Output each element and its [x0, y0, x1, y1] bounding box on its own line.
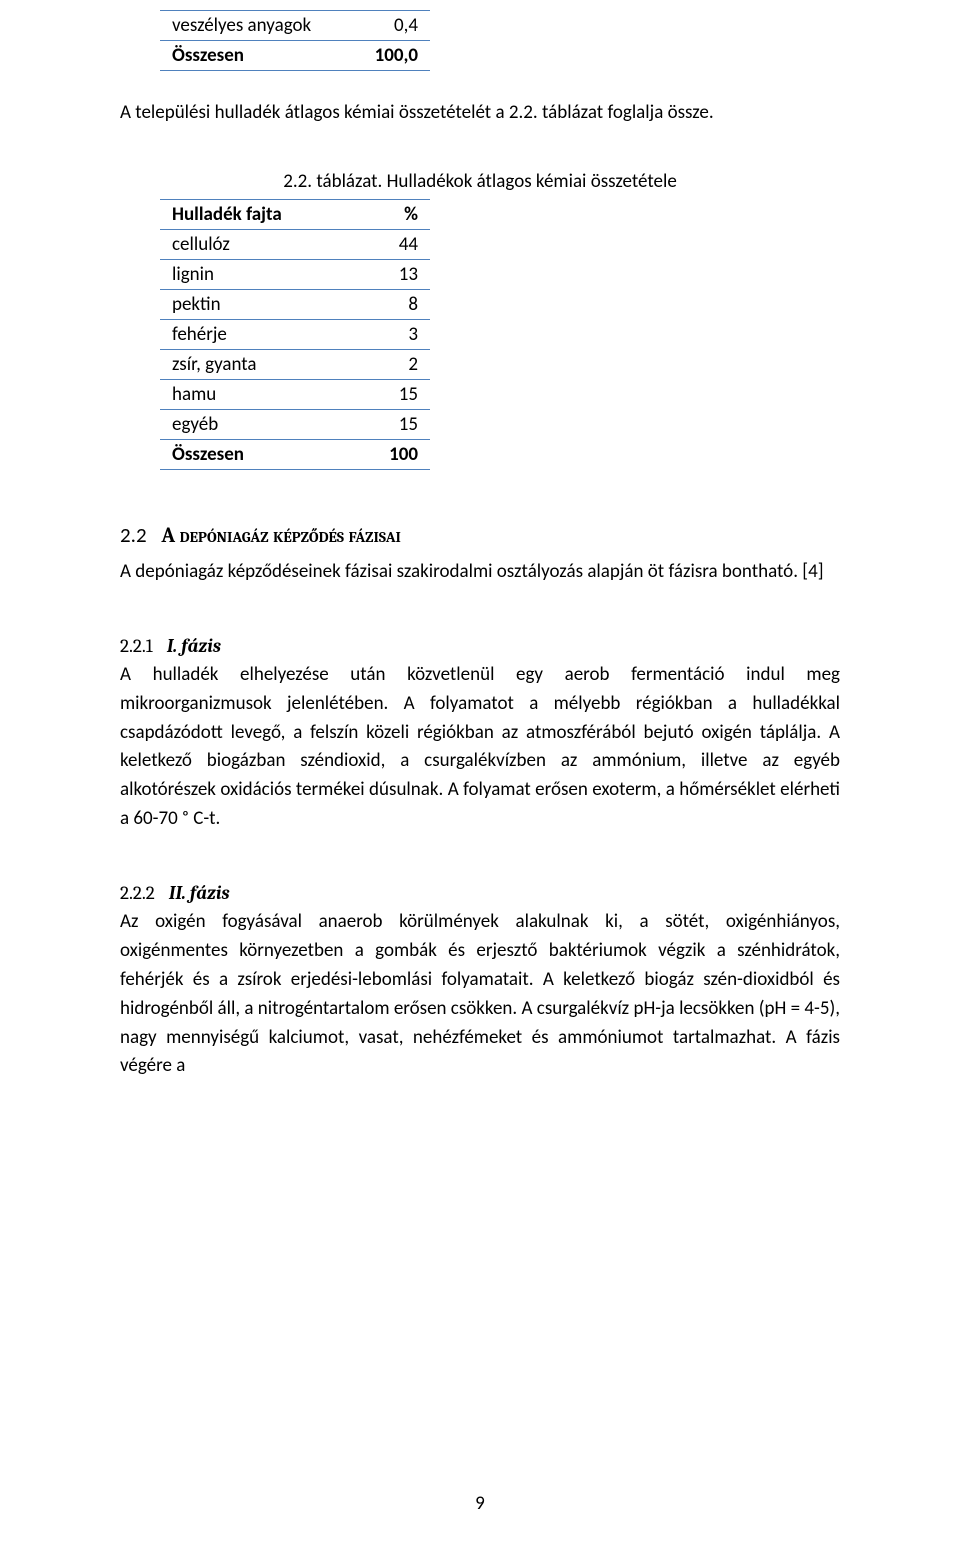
table-cell-label: Összesen: [160, 41, 360, 71]
heading-number: 2.2: [120, 522, 147, 548]
table-cell-label: cellulóz: [160, 229, 360, 259]
table-cell-value: 15: [360, 379, 430, 409]
table-cell-value: 44: [360, 229, 430, 259]
table-cell-value: 100: [360, 439, 430, 469]
table-cell-label: zsír, gyanta: [160, 349, 360, 379]
table2-caption: 2.2. táblázat. Hulladékok átlagos kémiai…: [120, 170, 840, 193]
table-row: hamu15: [160, 379, 430, 409]
table-cell-value: 2: [360, 349, 430, 379]
table-cell-value: 15: [360, 409, 430, 439]
table-row: cellulóz44: [160, 229, 430, 259]
table2-header-label: Hulladék fajta: [160, 199, 360, 229]
heading-2-2-2: 2.2.2 II. fázis: [120, 882, 840, 904]
table-row: pektin8: [160, 289, 430, 319]
table-cell-value: 0,4: [360, 11, 430, 41]
table-row: Összesen100: [160, 439, 430, 469]
table-row: fehérje3: [160, 319, 430, 349]
table-row: egyéb15: [160, 409, 430, 439]
table-cell-label: Összesen: [160, 439, 360, 469]
table-row: lignin13: [160, 259, 430, 289]
table-cell-label: lignin: [160, 259, 360, 289]
table-cell-label: pektin: [160, 289, 360, 319]
table-row: Összesen100,0: [160, 41, 430, 71]
table-cell-label: hamu: [160, 379, 360, 409]
heading-title: II. fázis: [169, 882, 230, 904]
table-fragment-top: veszélyes anyagok0,4Összesen100,0: [160, 10, 430, 71]
table-cell-value: 3: [360, 319, 430, 349]
heading-title: I. fázis: [167, 635, 221, 657]
table2-header-value: %: [360, 199, 430, 229]
table-cell-label: egyéb: [160, 409, 360, 439]
page-number: 9: [0, 1492, 960, 1515]
heading-2-2: 2.2 A depóniagáz képződés fázisai: [120, 522, 840, 548]
table-cell-label: veszélyes anyagok: [160, 11, 360, 41]
table-cell-value: 8: [360, 289, 430, 319]
section-2-2-2-body: Az oxigén fogyásával anaerob körülmények…: [120, 908, 840, 1081]
section-2-2-1-body: A hulladék elhelyezése után közvetlenül …: [120, 661, 840, 834]
table-composition: Hulladék fajta % cellulóz44lignin13pekti…: [160, 199, 430, 470]
heading-number: 2.2.2: [120, 882, 155, 904]
section-2-2-body: A depóniagáz képződéseinek fázisai szaki…: [120, 558, 840, 587]
table-row: zsír, gyanta2: [160, 349, 430, 379]
table-cell-value: 13: [360, 259, 430, 289]
heading-number: 2.2.1: [120, 635, 153, 657]
table-cell-label: fehérje: [160, 319, 360, 349]
heading-2-2-1: 2.2.1 I. fázis: [120, 635, 840, 657]
table-cell-value: 100,0: [360, 41, 430, 71]
heading-title: A depóniagáz képződés fázisai: [161, 524, 401, 548]
table-row: veszélyes anyagok0,4: [160, 11, 430, 41]
paragraph-intro: A települési hulladék átlagos kémiai öss…: [120, 99, 840, 128]
